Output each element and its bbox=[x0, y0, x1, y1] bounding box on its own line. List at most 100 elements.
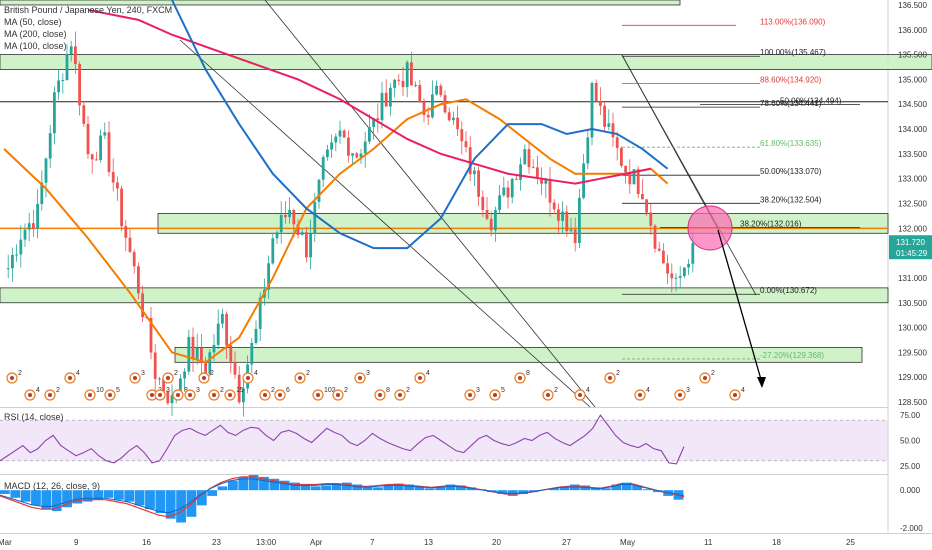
event-count-label: 5 bbox=[501, 387, 505, 394]
calendar-event-icon bbox=[88, 393, 92, 397]
calendar-event-icon bbox=[212, 393, 216, 397]
candle-body bbox=[376, 118, 380, 120]
price-tick-label: 132.000 bbox=[898, 224, 927, 233]
macd-histogram-bar bbox=[93, 490, 104, 500]
candle-body bbox=[61, 79, 65, 81]
candle-body bbox=[460, 129, 464, 142]
candle-body bbox=[254, 328, 258, 343]
candle-body bbox=[216, 323, 220, 345]
macd-histogram-bar bbox=[217, 486, 228, 491]
macd-histogram-bar bbox=[466, 487, 477, 491]
fib-level-label: 50.00%(134.494) bbox=[780, 97, 842, 106]
calendar-event-icon bbox=[678, 393, 682, 397]
macd-histogram-bar bbox=[300, 484, 311, 491]
macd-histogram-bar bbox=[497, 490, 508, 494]
candle-body bbox=[359, 153, 363, 158]
event-count-label: 3 bbox=[166, 387, 170, 394]
macd-histogram-bar bbox=[103, 490, 114, 498]
price-tick-label: 134.500 bbox=[898, 100, 927, 109]
candle-body bbox=[6, 268, 10, 270]
calendar-event-icon bbox=[358, 376, 362, 380]
candle-body bbox=[401, 80, 405, 88]
macd-histogram-bar bbox=[445, 484, 456, 491]
candle-body bbox=[506, 187, 510, 198]
event-count-label: 2 bbox=[18, 370, 22, 377]
calendar-event-icon bbox=[578, 393, 582, 397]
candle-body bbox=[44, 158, 48, 183]
candle-body bbox=[208, 352, 212, 374]
candle-body bbox=[678, 276, 682, 278]
fib-level-label: 78.60%(134.441) bbox=[760, 99, 822, 108]
candle-body bbox=[338, 130, 342, 137]
legend-ma200: MA (200, close) bbox=[4, 29, 67, 39]
calendar-event-icon bbox=[48, 393, 52, 397]
candle-body bbox=[137, 266, 140, 294]
candle-body bbox=[95, 159, 98, 161]
candle-body bbox=[426, 114, 430, 118]
event-count-label: 2 bbox=[210, 370, 214, 377]
calendar-event-icon bbox=[202, 376, 206, 380]
calendar-event-icon bbox=[468, 393, 472, 397]
candle-body bbox=[74, 46, 77, 64]
candle-body bbox=[342, 130, 346, 138]
macd-signal-line bbox=[0, 476, 685, 518]
candle-body bbox=[40, 182, 44, 205]
macd-histogram-bar bbox=[228, 480, 238, 491]
event-count-label: 2 bbox=[56, 387, 60, 394]
candle-body bbox=[313, 201, 317, 235]
candle-body bbox=[237, 374, 241, 403]
candle-body bbox=[334, 136, 338, 143]
calendar-event-icon bbox=[378, 393, 382, 397]
calendar-event-icon bbox=[150, 393, 154, 397]
time-tick-label: 20 bbox=[492, 538, 501, 547]
candle-body bbox=[86, 123, 90, 155]
calendar-event-icon bbox=[166, 376, 170, 380]
candle-body bbox=[221, 313, 224, 324]
green-zone bbox=[0, 54, 932, 70]
arrow-head-icon bbox=[757, 377, 766, 388]
fib-level-label: 0.00%(130.672) bbox=[760, 286, 817, 295]
calendar-event-icon bbox=[10, 376, 14, 380]
candle-body bbox=[481, 196, 485, 211]
event-count-label: 2 bbox=[174, 370, 178, 377]
macd-histogram-bar bbox=[269, 478, 280, 491]
macd-histogram-bar bbox=[518, 490, 528, 494]
fib-level-label: 113.00%(136.090) bbox=[760, 17, 826, 26]
candle-body bbox=[19, 239, 23, 255]
event-count-label: 2 bbox=[344, 387, 348, 394]
macd-histogram-bar bbox=[259, 476, 269, 491]
candle-body bbox=[191, 336, 195, 359]
green-zone bbox=[174, 347, 863, 363]
candle-body bbox=[200, 347, 203, 364]
event-count-label: 10 bbox=[96, 387, 104, 394]
candle-body bbox=[124, 226, 128, 238]
event-count-label: 2 bbox=[554, 387, 558, 394]
candle-body bbox=[447, 112, 451, 121]
macd-histogram-bar bbox=[10, 490, 21, 498]
candle-body bbox=[170, 395, 174, 404]
macd-histogram-bar bbox=[321, 485, 332, 491]
candle-body bbox=[615, 137, 619, 148]
candle-body bbox=[523, 149, 527, 165]
candle-body bbox=[330, 142, 333, 150]
candle-body bbox=[363, 141, 367, 154]
price-tick-label: 136.500 bbox=[898, 1, 927, 10]
candle-body bbox=[258, 297, 262, 329]
macd-histogram-bar bbox=[373, 487, 383, 491]
candle-body bbox=[32, 223, 35, 229]
macd-histogram-bar bbox=[559, 486, 570, 491]
candle-body bbox=[641, 193, 644, 200]
macd-histogram-bar bbox=[383, 485, 394, 491]
rsi-tick-label: 50.00 bbox=[900, 437, 921, 446]
calendar-event-icon bbox=[518, 376, 522, 380]
candle-body bbox=[666, 263, 669, 274]
price-tick-label: 132.500 bbox=[898, 200, 927, 209]
price-tick-label: 129.000 bbox=[898, 373, 927, 382]
candle-body bbox=[422, 102, 426, 115]
event-count-label: 4 bbox=[36, 387, 40, 394]
rsi-tick-label: 25.00 bbox=[900, 462, 921, 471]
event-count-label: 2 bbox=[220, 387, 224, 394]
price-tick-label: 129.500 bbox=[898, 348, 927, 357]
time-tick-label: 25 bbox=[846, 538, 855, 547]
